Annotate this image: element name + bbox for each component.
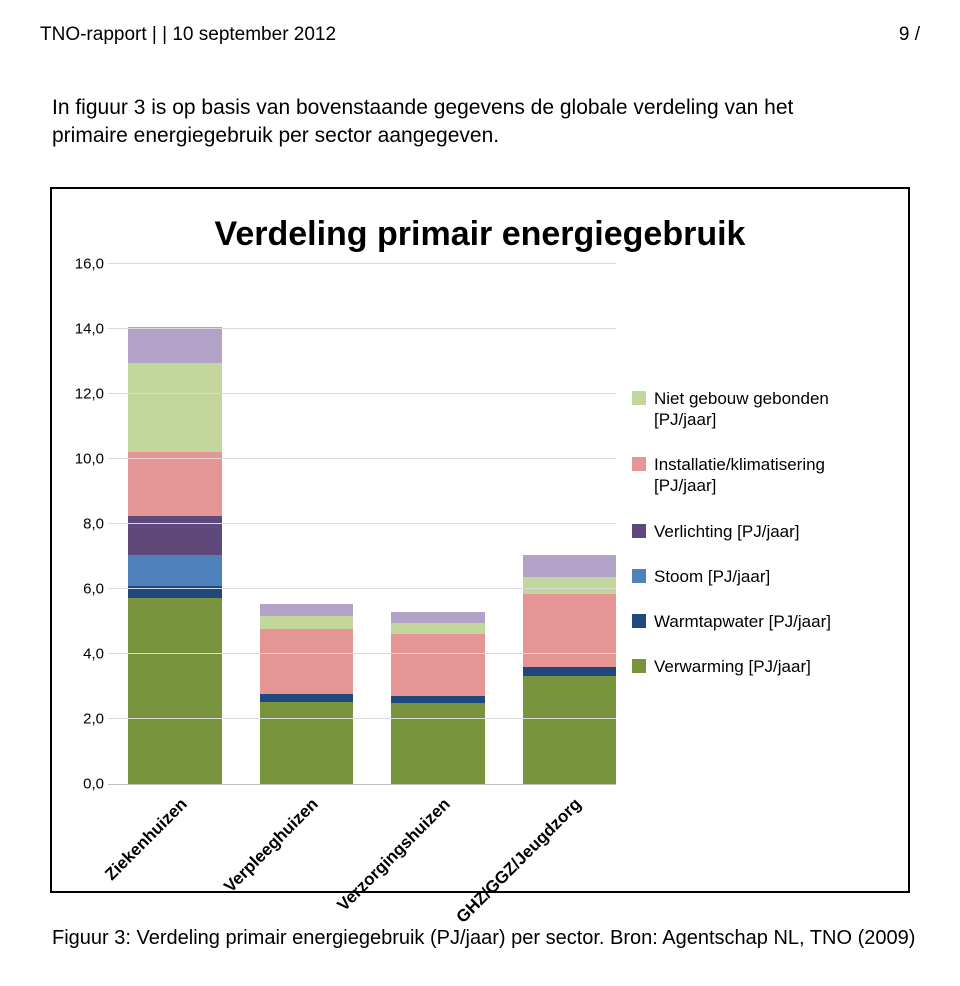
x-tick-label: Verpleeghuizen: [220, 794, 322, 896]
grid-line: [108, 523, 616, 524]
grid-line: [108, 588, 616, 589]
legend-item-niet_gebouw: Niet gebouw gebonden [PJ/jaar]: [632, 388, 892, 431]
legend-swatch: [632, 391, 646, 405]
bar-segment-installatie: [391, 634, 485, 696]
bar-segment-warmtapwater: [523, 667, 617, 676]
figure-caption: Figuur 3: Verdeling primair energiegebru…: [52, 927, 920, 950]
grid-line: [108, 653, 616, 654]
legend-label: Stoom [PJ/jaar]: [654, 566, 770, 587]
grid-line: [108, 393, 616, 394]
y-tick-label: 16,0: [68, 255, 104, 272]
legend-item-stoom: Stoom [PJ/jaar]: [632, 566, 892, 587]
intro-paragraph: In figuur 3 is op basis van bovenstaande…: [52, 94, 852, 151]
legend-label: Installatie/klimatisering [PJ/jaar]: [654, 454, 892, 497]
legend-swatch: [632, 524, 646, 538]
page: TNO-rapport | | 10 september 2012 9 / In…: [0, 0, 960, 986]
legend-label: Warmtapwater [PJ/jaar]: [654, 611, 831, 632]
bar-segment-top_extra: [128, 327, 222, 364]
x-tick-label: GHZ/GGZ/Jeugdzorg: [453, 794, 586, 927]
bar-segment-installatie: [260, 629, 354, 694]
bar-segment-niet_gebouw: [523, 577, 617, 594]
bar-segment-niet_gebouw: [128, 363, 222, 451]
legend-item-verlichting: Verlichting [PJ/jaar]: [632, 521, 892, 542]
bar-slot: Ziekenhuizen: [128, 264, 222, 784]
grid-line: [108, 263, 616, 264]
bar-segment-top_extra: [523, 555, 617, 577]
bar-segment-installatie: [128, 452, 222, 516]
legend-item-verwarming: Verwarming [PJ/jaar]: [632, 656, 892, 677]
y-tick-label: 2,0: [68, 710, 104, 727]
plot-wrap: Ziekenhuizen Verpleeghuizen Verzorgingshui…: [68, 258, 616, 867]
bar-segment-warmtapwater: [260, 694, 354, 702]
header-right: 9 /: [899, 24, 920, 46]
y-tick-label: 8,0: [68, 515, 104, 532]
legend-swatch: [632, 569, 646, 583]
legend-swatch: [632, 659, 646, 673]
bar-stack: [128, 296, 222, 784]
y-tick-label: 0,0: [68, 775, 104, 792]
bar-stack: [260, 478, 354, 784]
legend-item-warmtapwater: Warmtapwater [PJ/jaar]: [632, 611, 892, 632]
bar-segment-verlichting: [128, 516, 222, 556]
bar-stack: [523, 439, 617, 784]
header-left: TNO-rapport | | 10 september 2012: [40, 24, 336, 46]
page-header: TNO-rapport | | 10 september 2012 9 /: [40, 24, 920, 46]
bar-segment-warmtapwater: [391, 696, 485, 703]
bar-segment-top_extra: [391, 612, 485, 623]
bar-segment-niet_gebouw: [260, 616, 354, 629]
x-tick-label: Verzorgingshuizen: [333, 794, 454, 915]
bar-segment-niet_gebouw: [391, 623, 485, 634]
y-tick-label: 14,0: [68, 320, 104, 337]
bar-segment-verwarming: [523, 676, 617, 784]
grid-line: [108, 328, 616, 329]
bars-row: Ziekenhuizen Verpleeghuizen Verzorgingshui…: [128, 264, 616, 784]
bar-segment-stoom: [128, 555, 222, 585]
y-tick-label: 6,0: [68, 580, 104, 597]
legend-label: Verwarming [PJ/jaar]: [654, 656, 811, 677]
bar-slot: Verpleeghuizen: [260, 264, 354, 784]
chart-inner: Ziekenhuizen Verpleeghuizen Verzorgingshui…: [68, 258, 892, 867]
bar-slot: GHZ/GGZ/Jeugdzorg: [523, 264, 617, 784]
x-tick-label: Ziekenhuizen: [101, 794, 191, 884]
y-tick-label: 10,0: [68, 450, 104, 467]
legend-swatch: [632, 457, 646, 471]
legend-label: Niet gebouw gebonden [PJ/jaar]: [654, 388, 892, 431]
bar-segment-installatie: [523, 594, 617, 667]
bar-segment-verwarming: [128, 598, 222, 784]
y-tick-label: 12,0: [68, 385, 104, 402]
plot-area: Ziekenhuizen Verpleeghuizen Verzorgingshui…: [108, 264, 616, 785]
bar-segment-verwarming: [260, 702, 354, 784]
grid-line: [108, 718, 616, 719]
legend-item-installatie: Installatie/klimatisering [PJ/jaar]: [632, 454, 892, 497]
chart-container: Verdeling primair energiegebruik Ziekenh…: [50, 187, 910, 893]
legend-label: Verlichting [PJ/jaar]: [654, 521, 800, 542]
y-tick-label: 4,0: [68, 645, 104, 662]
bar-segment-verwarming: [391, 703, 485, 783]
legend-swatch: [632, 614, 646, 628]
legend: Niet gebouw gebonden [PJ/jaar] Installati…: [616, 258, 892, 867]
chart-title: Verdeling primair energiegebruik: [68, 215, 892, 254]
grid-line: [108, 458, 616, 459]
bar-segment-top_extra: [260, 604, 354, 615]
bar-stack: [391, 485, 485, 784]
bar-slot: Verzorgingshuizen: [391, 264, 485, 784]
